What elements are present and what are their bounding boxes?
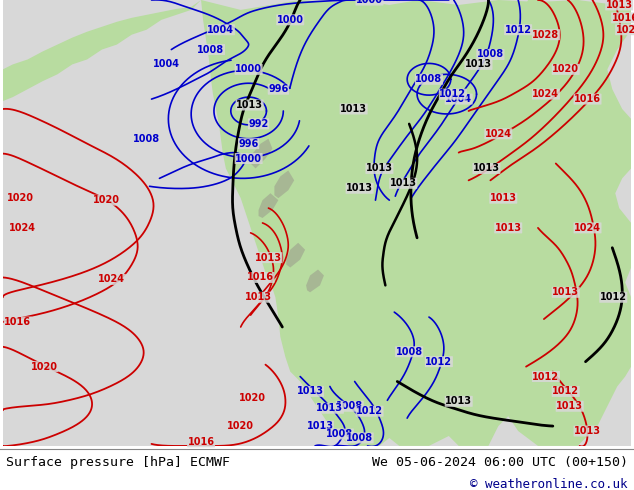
Polygon shape: [3, 0, 631, 446]
Text: 1024: 1024: [10, 223, 36, 233]
Text: 1008: 1008: [346, 433, 373, 443]
Text: 1016: 1016: [574, 94, 601, 104]
Text: 996: 996: [268, 84, 288, 94]
Text: 1013: 1013: [495, 223, 522, 233]
Text: 1000: 1000: [356, 0, 383, 5]
Text: 1020: 1020: [239, 393, 266, 403]
Text: 1008: 1008: [336, 401, 363, 411]
Text: 1008: 1008: [415, 74, 443, 84]
Text: 1013: 1013: [605, 0, 633, 10]
Text: 1000: 1000: [235, 153, 262, 164]
Text: 1008: 1008: [133, 134, 160, 144]
Text: 1013: 1013: [366, 164, 393, 173]
Text: 1013: 1013: [556, 401, 583, 411]
Text: 1012: 1012: [533, 371, 559, 382]
Text: 1004: 1004: [207, 24, 235, 35]
Polygon shape: [259, 193, 278, 218]
Text: 1024: 1024: [533, 89, 559, 99]
Text: 1008: 1008: [197, 45, 224, 54]
Text: 1013: 1013: [236, 100, 263, 110]
Text: 1024: 1024: [574, 223, 601, 233]
Text: 1000: 1000: [277, 15, 304, 25]
Text: 1013: 1013: [316, 403, 344, 413]
Text: 1024: 1024: [98, 274, 126, 284]
Text: 1008: 1008: [477, 49, 504, 59]
Text: 1020: 1020: [227, 421, 254, 431]
Text: 1012: 1012: [552, 387, 579, 396]
Text: 1004: 1004: [445, 94, 472, 104]
Text: 1012: 1012: [505, 24, 532, 35]
Text: 996: 996: [238, 139, 259, 148]
Text: 1016: 1016: [612, 13, 634, 23]
Text: 1028: 1028: [533, 30, 559, 40]
Text: 1000: 1000: [235, 64, 262, 74]
Text: 1013: 1013: [390, 178, 417, 188]
Text: 1013: 1013: [445, 396, 472, 406]
Text: 1008: 1008: [327, 429, 353, 439]
Polygon shape: [609, 0, 627, 22]
Text: 1020: 1020: [31, 362, 58, 371]
Text: © weatheronline.co.uk: © weatheronline.co.uk: [470, 478, 628, 490]
Text: 1016: 1016: [188, 437, 214, 447]
Text: 1004: 1004: [153, 59, 180, 70]
Text: 1013: 1013: [552, 287, 579, 297]
Text: 992: 992: [249, 119, 269, 129]
Text: 1013: 1013: [297, 387, 323, 396]
Text: Surface pressure [hPa] ECMWF: Surface pressure [hPa] ECMWF: [6, 456, 230, 469]
Polygon shape: [3, 0, 201, 101]
Text: 1012: 1012: [600, 292, 627, 302]
Text: 1012: 1012: [439, 89, 466, 99]
Text: 1013: 1013: [490, 193, 517, 203]
Text: 1020: 1020: [7, 193, 34, 203]
Text: 1020: 1020: [93, 195, 120, 205]
Text: 1012: 1012: [356, 406, 383, 416]
Text: 1016: 1016: [4, 317, 31, 327]
Text: 1013: 1013: [465, 59, 492, 70]
Text: 1020: 1020: [616, 24, 634, 35]
Text: 1013: 1013: [473, 164, 500, 173]
Text: 1016: 1016: [247, 272, 274, 282]
Text: 1013: 1013: [574, 426, 601, 436]
Text: 1012: 1012: [425, 357, 453, 367]
Text: 1013: 1013: [340, 104, 367, 114]
Polygon shape: [287, 243, 305, 268]
Text: 1024: 1024: [485, 129, 512, 139]
Text: 1013: 1013: [255, 253, 282, 263]
Text: 1013: 1013: [245, 292, 272, 302]
Polygon shape: [275, 171, 294, 198]
Polygon shape: [523, 0, 567, 35]
Polygon shape: [306, 270, 324, 293]
Text: 1013: 1013: [346, 183, 373, 193]
Text: We 05-06-2024 06:00 UTC (00+150): We 05-06-2024 06:00 UTC (00+150): [372, 456, 628, 469]
Text: 1020: 1020: [552, 64, 579, 74]
Text: 1008: 1008: [396, 347, 423, 357]
Polygon shape: [570, 0, 605, 32]
Polygon shape: [201, 0, 631, 446]
Text: 1013: 1013: [306, 421, 333, 431]
Polygon shape: [250, 139, 273, 169]
